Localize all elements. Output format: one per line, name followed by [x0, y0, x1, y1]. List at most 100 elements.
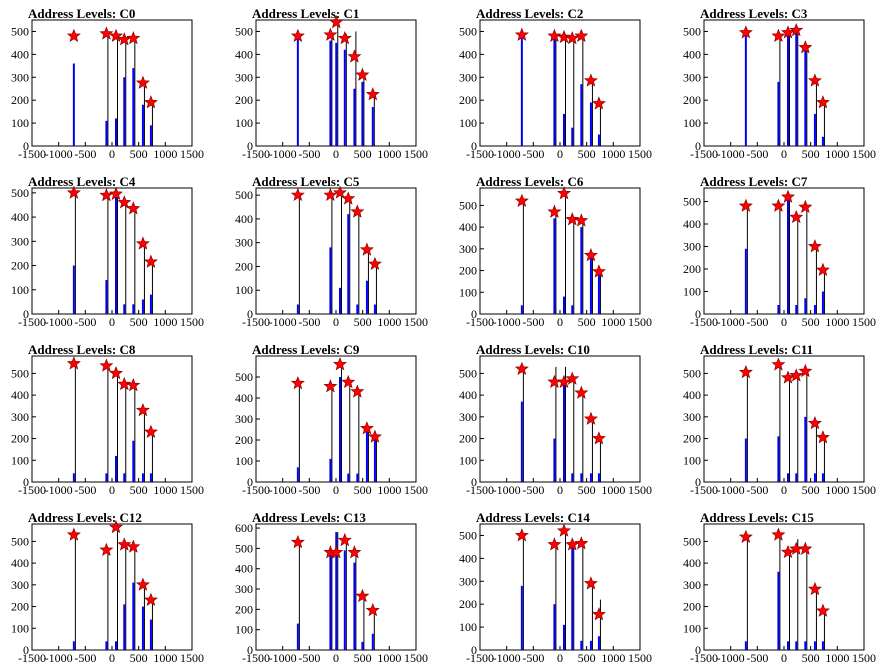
peak-star-marker	[329, 545, 344, 559]
peak-star-marker	[66, 527, 81, 541]
peak-star-marker	[574, 28, 589, 42]
x-tick-label: 500	[354, 315, 372, 329]
x-tick-label: -1000	[45, 651, 73, 665]
x-tick-label: -1500	[18, 315, 46, 329]
plot-frame	[479, 187, 641, 315]
peak-star-marker	[365, 603, 380, 617]
x-tick-label: 500	[578, 147, 596, 161]
x-tick-label: -1500	[690, 315, 718, 329]
y-tick-label: 400	[683, 217, 701, 231]
y-tick-label: 0	[247, 307, 253, 321]
y-tick-label: 0	[23, 475, 29, 489]
y-tick-label: 200	[235, 259, 253, 273]
x-tick-label: -1500	[690, 651, 718, 665]
peak-star-marker	[323, 187, 338, 202]
panel-title: Address Levels: C15	[700, 510, 814, 525]
x-tick-label: -1000	[493, 651, 521, 665]
peak-star-marker	[126, 539, 141, 553]
peak-star-marker	[781, 544, 795, 559]
x-tick-label: 1500	[404, 315, 428, 329]
y-tick-label: 600	[235, 521, 253, 535]
panel-title: Address Levels: C13	[252, 510, 366, 525]
y-tick-label: 0	[471, 475, 477, 489]
x-tick-label: 1500	[852, 147, 876, 161]
y-tick-label: 300	[11, 234, 29, 248]
panel-title: Address Levels: C6	[476, 174, 584, 189]
peak-star-marker	[771, 28, 786, 42]
x-tick-label: 1500	[852, 651, 876, 665]
x-tick-label: -1000	[717, 483, 745, 497]
x-tick-label: 1500	[852, 483, 876, 497]
y-tick-label: 400	[683, 47, 701, 61]
peak-star-marker	[574, 536, 589, 550]
peak-star-marker	[574, 213, 589, 227]
x-tick-label: 1000	[825, 315, 849, 329]
y-tick-label: 500	[459, 366, 477, 380]
y-tick-label: 300	[235, 412, 253, 426]
peak-star-marker	[359, 242, 374, 256]
y-tick-label: 300	[683, 240, 701, 254]
chart-panel: 0 100 200 300 400 500 -1500 -1000 -500 0 500 1000 15…	[224, 168, 448, 336]
peak-star-marker	[738, 529, 753, 543]
panel-title: Address Levels: C12	[28, 510, 142, 525]
x-tick-label: -1500	[690, 483, 718, 497]
y-tick-label: 400	[11, 556, 29, 570]
x-tick-label: 500	[354, 147, 372, 161]
y-tick-label: 0	[247, 139, 253, 153]
peak-star-marker	[329, 14, 344, 29]
y-tick-label: 500	[459, 528, 477, 542]
x-tick-label: 0	[557, 483, 563, 497]
x-tick-label: 1000	[153, 651, 177, 665]
y-tick-label: 500	[683, 24, 701, 38]
peak-star-marker	[798, 199, 813, 214]
x-tick-label: 0	[781, 315, 787, 329]
x-tick-label: -1000	[269, 651, 297, 665]
y-tick-label: 200	[683, 93, 701, 107]
peak-star-marker	[109, 366, 123, 380]
panel-title: Address Levels: C5	[252, 174, 360, 189]
peak-star-marker	[771, 527, 786, 541]
peak-star-marker	[557, 186, 571, 200]
peak-star-marker	[365, 87, 380, 101]
x-tick-label: 1000	[601, 651, 625, 665]
peak-star-marker	[807, 581, 822, 596]
x-tick-label: 1000	[153, 483, 177, 497]
peak-star-marker	[789, 209, 804, 224]
peak-star-marker	[337, 532, 352, 547]
y-tick-label: 100	[235, 454, 253, 468]
peak-star-marker	[591, 264, 606, 278]
x-tick-label: -500	[522, 315, 544, 329]
chart-panel: 0 100 200 300 400 500 -1500 -1000 -500 0 500 1000 15…	[672, 336, 896, 504]
peak-star-marker	[815, 95, 830, 109]
chart-svg: 0 100 200 300 400 500 -1500-1000 -500 0 500 1000 15…	[11, 185, 204, 329]
x-tick-label: -1500	[18, 147, 46, 161]
y-tick-label: 500	[683, 366, 701, 380]
peak-star-marker	[798, 541, 813, 555]
y-tick-label: 500	[235, 370, 253, 384]
y-tick-label: 200	[11, 93, 29, 107]
peak-star-marker	[66, 28, 81, 42]
y-tick-label: 200	[683, 600, 701, 614]
peak-star-marker	[99, 26, 114, 40]
panel-title: Address Levels: C4	[28, 174, 136, 189]
x-tick-label: 0	[109, 147, 115, 161]
peak-star-marker	[143, 592, 158, 606]
peak-star-marker	[135, 75, 150, 89]
y-tick-label: 200	[11, 432, 29, 446]
x-tick-label: 0	[557, 147, 563, 161]
peak-star-marker	[771, 357, 786, 371]
chart-svg: 0 100 200 300 400 500 -1500-1000 -500 0 500 1000 15…	[459, 523, 652, 665]
y-tick-label: 500	[683, 534, 701, 548]
chart-panel: 0 100 200 300 400 500 -1500 -1000 -500 0 500 1000 15…	[672, 0, 896, 168]
x-tick-label: -500	[298, 315, 320, 329]
y-tick-label: 0	[23, 643, 29, 657]
y-tick-label: 100	[11, 116, 29, 130]
x-tick-label: -1500	[466, 147, 494, 161]
peak-star-marker	[99, 542, 114, 557]
y-tick-label: 300	[11, 70, 29, 84]
y-tick-label: 200	[235, 433, 253, 447]
panel-title: Address Levels: C7	[700, 174, 808, 189]
panel-title: Address Levels: C9	[252, 342, 360, 357]
x-tick-label: -1000	[45, 147, 73, 161]
chart-panel: 0 100 200 300 400 500 -1500 -1000 -500 0 500 1000 15…	[448, 336, 672, 504]
